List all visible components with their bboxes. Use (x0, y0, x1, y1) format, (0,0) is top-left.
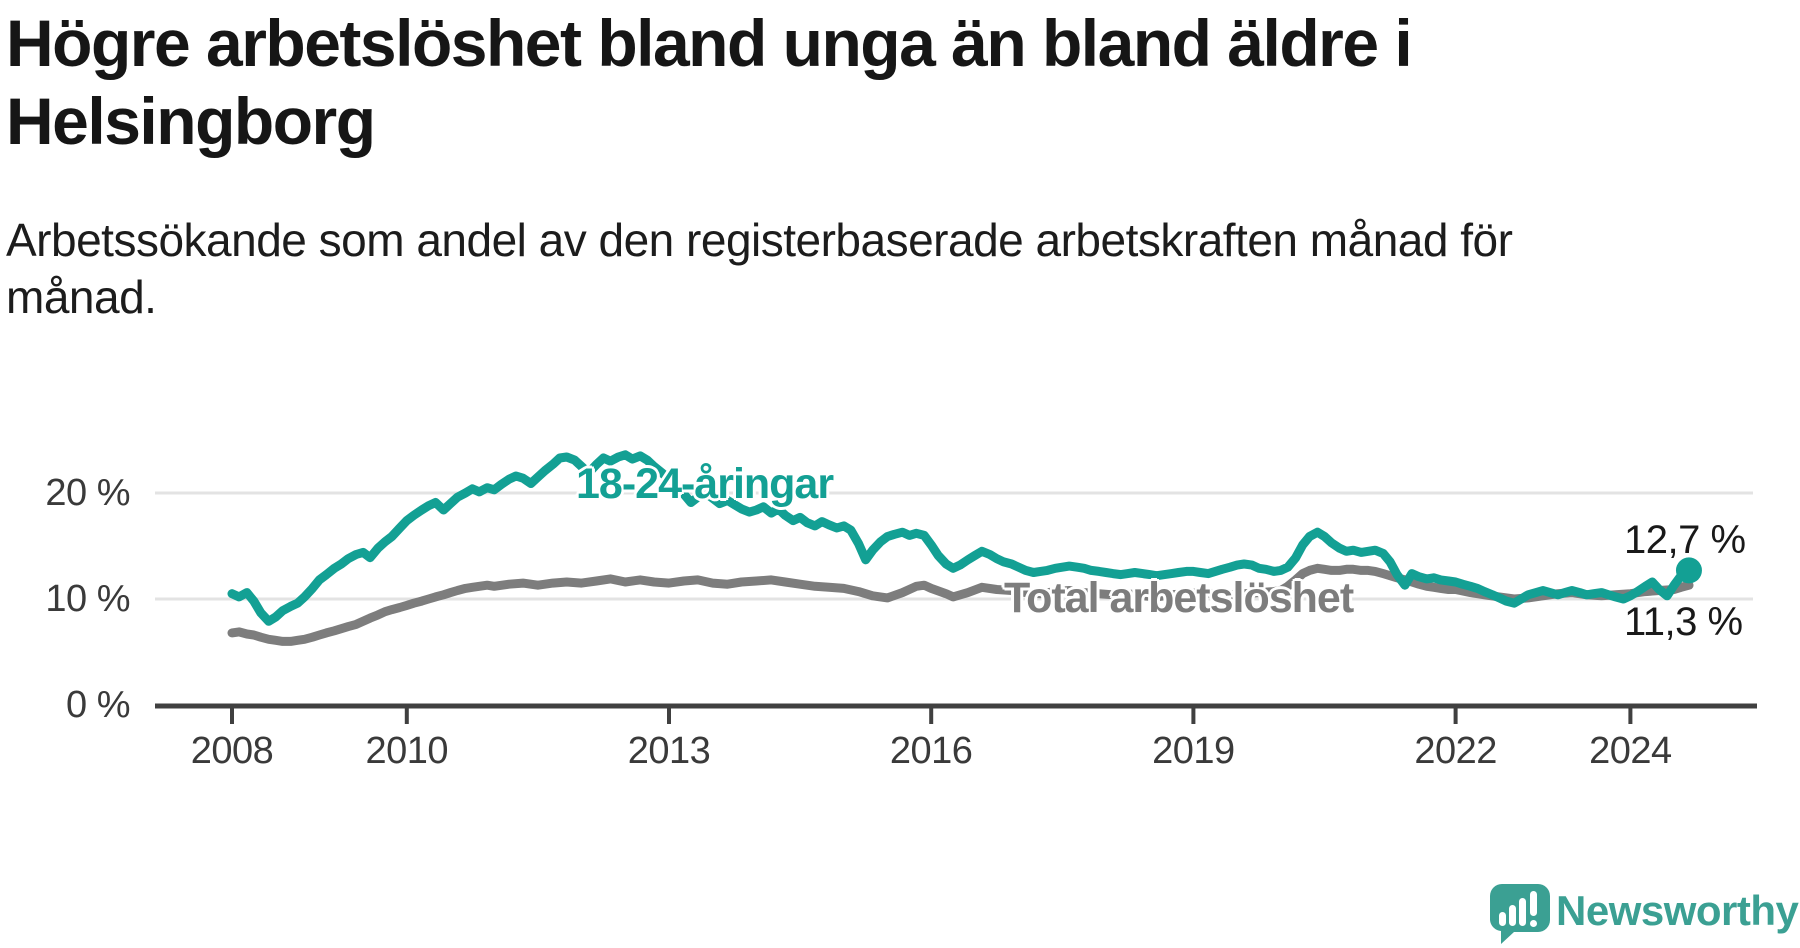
page-title: Högre arbetslöshet bland unga än bland ä… (6, 4, 1766, 160)
exclamation-dot (1530, 920, 1537, 927)
newsworthy-logo-icon (1490, 884, 1550, 944)
subtitle-line-2: månad. (6, 271, 157, 323)
series-line-youth (227, 450, 1694, 626)
newsworthy-logo: Newsworthy (1488, 882, 1799, 946)
newsworthy-wordmark: Newsworthy (1556, 887, 1799, 934)
page-subtitle: Arbetssökande som andel av den registerb… (6, 212, 1706, 326)
title-line-2: Helsingborg (6, 84, 376, 158)
bar-chart-glyph (1499, 891, 1537, 927)
series-end-dot-youth (1675, 557, 1702, 584)
title-line-1: Högre arbetslöshet bland unga än bland ä… (6, 6, 1413, 80)
series-line-total (227, 563, 1694, 646)
subtitle-line-1: Arbetssökande som andel av den registerb… (6, 214, 1513, 266)
